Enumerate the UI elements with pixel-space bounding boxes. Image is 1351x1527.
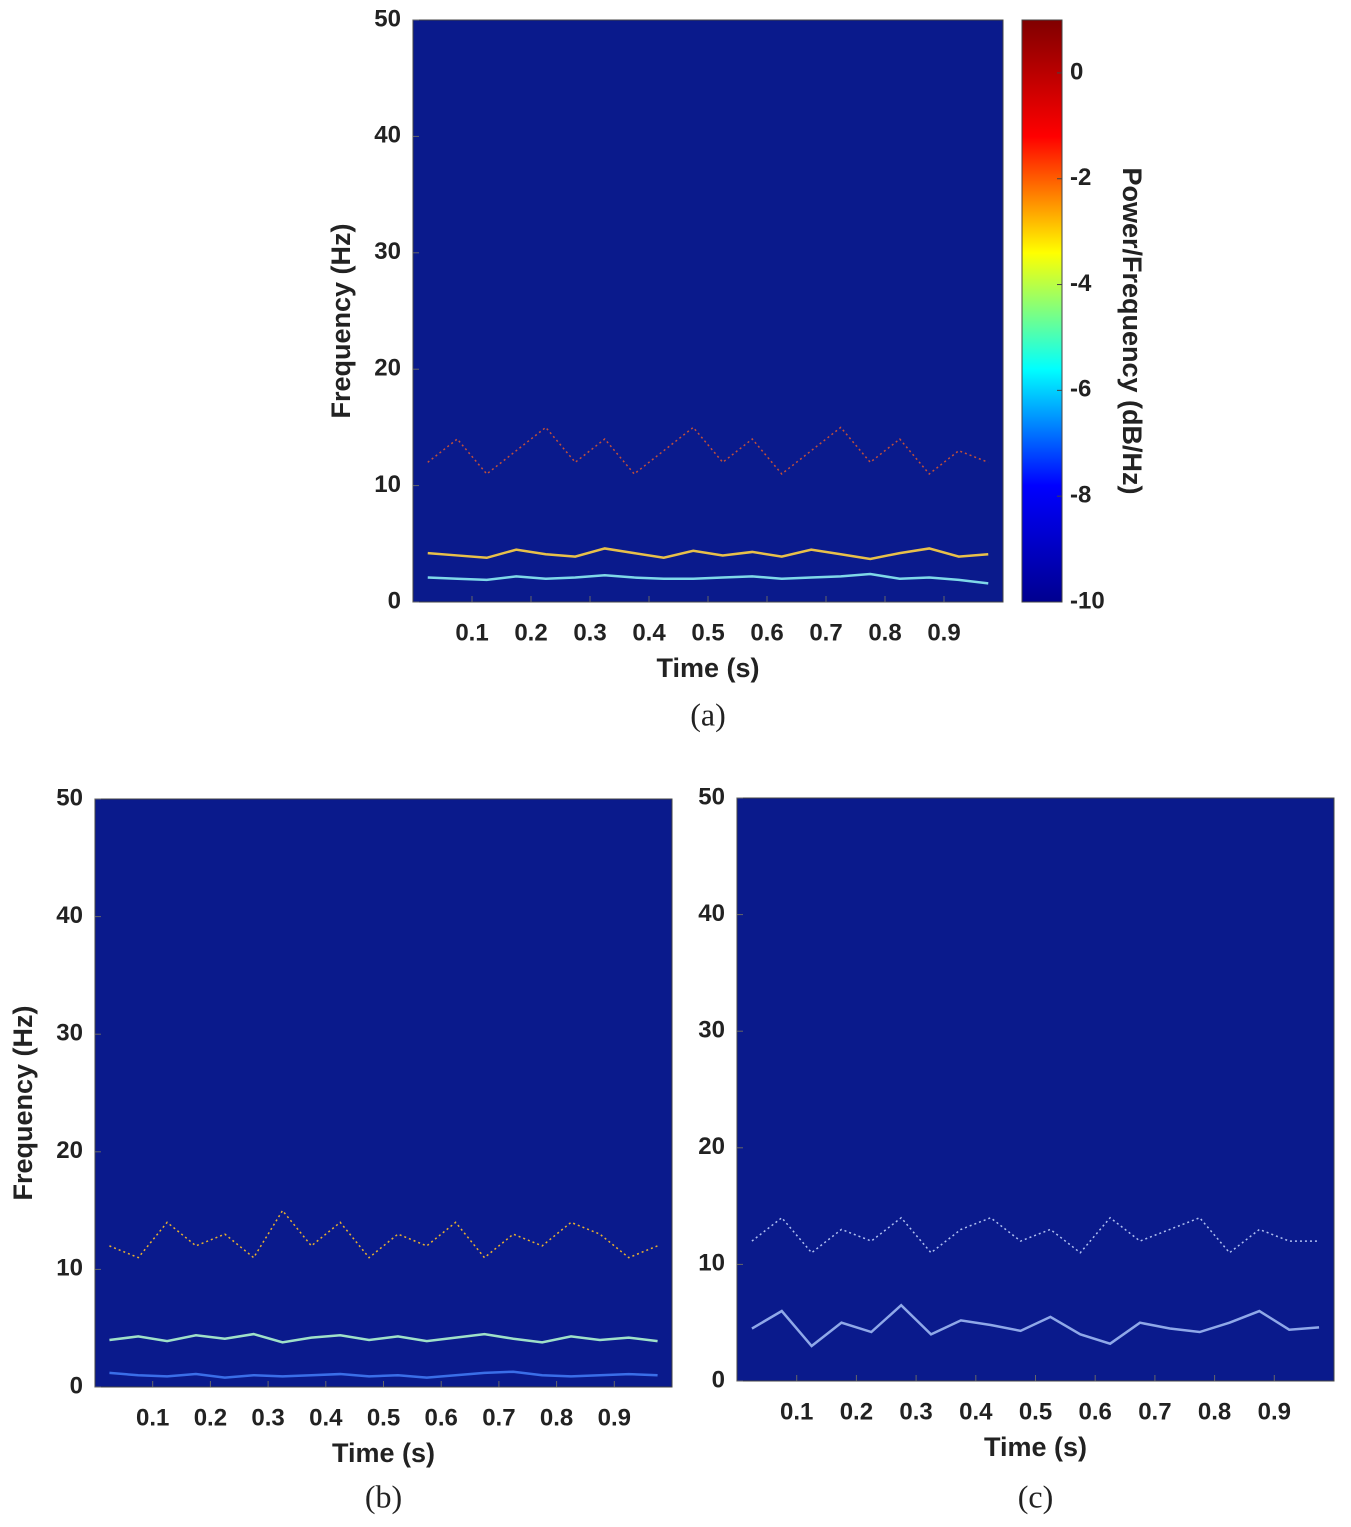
- y-tick-label: 0: [388, 587, 401, 614]
- x-tick-label: 0.3: [573, 619, 606, 646]
- y-tick-label: 20: [374, 355, 401, 382]
- y-tick-label: 50: [374, 5, 401, 32]
- y-tick-label: 40: [374, 122, 401, 149]
- x-tick-label: 0.3: [251, 1404, 284, 1431]
- y-tick-label: 40: [56, 902, 83, 929]
- y-tick-label: 30: [698, 1017, 725, 1044]
- band-line: [109, 1209, 658, 1259]
- y-tick-label: 30: [374, 238, 401, 265]
- x-tick-label: 0.4: [959, 1398, 993, 1425]
- x-tick-label: 0.5: [1019, 1398, 1052, 1425]
- x-tick-label: 0.8: [540, 1404, 573, 1431]
- caption: (b): [365, 1478, 402, 1514]
- x-tick-label: 0.9: [1258, 1398, 1291, 1425]
- y-tick-label: 50: [698, 783, 725, 810]
- x-tick-label: 0.7: [809, 619, 842, 646]
- colorbar: [1021, 19, 1063, 603]
- x-tick-label: 0.8: [868, 619, 901, 646]
- x-tick-label: 0.4: [309, 1404, 343, 1431]
- x-tick-label: 0.7: [482, 1404, 515, 1431]
- colorbar-tick-label: -10: [1070, 587, 1105, 614]
- y-tick-label: 10: [698, 1250, 725, 1277]
- x-axis-label: Time (s): [984, 1432, 1087, 1462]
- y-tick-label: 30: [56, 1020, 83, 1047]
- x-tick-label: 0.9: [927, 619, 960, 646]
- y-tick-label: 0: [70, 1372, 83, 1399]
- band-line: [427, 572, 989, 585]
- x-tick-label: 0.2: [840, 1398, 873, 1425]
- caption: (a): [690, 696, 726, 732]
- band-line: [109, 1332, 658, 1344]
- x-axis-label: Time (s): [332, 1438, 435, 1468]
- x-tick-label: 0.1: [455, 619, 488, 646]
- x-tick-label: 0.9: [598, 1404, 631, 1431]
- x-tick-label: 0.5: [691, 619, 724, 646]
- band-line: [427, 547, 989, 561]
- x-tick-label: 0.8: [1198, 1398, 1231, 1425]
- caption: (c): [1018, 1478, 1054, 1514]
- colorbar-tick-label: -6: [1070, 376, 1091, 403]
- y-axis-label: Frequency (Hz): [8, 1005, 38, 1200]
- colorbar-tick-label: 0: [1070, 58, 1083, 85]
- y-axis-label: Frequency (Hz): [326, 223, 356, 418]
- band-line: [751, 1216, 1320, 1254]
- x-tick-label: 0.6: [425, 1404, 458, 1431]
- x-tick-label: 0.5: [367, 1404, 400, 1431]
- band-line: [109, 1370, 658, 1379]
- colorbar-tick-label: -4: [1070, 270, 1092, 297]
- x-tick-label: 0.2: [514, 619, 547, 646]
- x-tick-label: 0.6: [750, 619, 783, 646]
- x-tick-label: 0.1: [136, 1404, 169, 1431]
- x-tick-label: 0.7: [1138, 1398, 1171, 1425]
- band-line: [751, 1303, 1320, 1348]
- x-tick-label: 0.3: [899, 1398, 932, 1425]
- plot-area: [94, 798, 673, 1388]
- y-tick-label: 50: [56, 784, 83, 811]
- plot-area: [412, 19, 1004, 603]
- x-tick-label: 0.6: [1079, 1398, 1112, 1425]
- x-tick-label: 0.2: [194, 1404, 227, 1431]
- y-tick-label: 40: [698, 900, 725, 927]
- x-tick-label: 0.1: [780, 1398, 813, 1425]
- y-tick-label: 10: [56, 1255, 83, 1282]
- colorbar-tick-label: -2: [1070, 164, 1091, 191]
- y-tick-label: 20: [56, 1137, 83, 1164]
- y-tick-label: 20: [698, 1133, 725, 1160]
- x-tick-label: 0.4: [632, 619, 666, 646]
- plot-area: [736, 797, 1335, 1382]
- x-axis-label: Time (s): [656, 653, 759, 683]
- y-tick-label: 0: [712, 1366, 725, 1393]
- colorbar-tick-label: -8: [1070, 482, 1091, 509]
- colorbar-label: Power/Frequency (dB/Hz): [1117, 167, 1147, 494]
- band-line: [427, 426, 989, 475]
- y-tick-label: 10: [374, 471, 401, 498]
